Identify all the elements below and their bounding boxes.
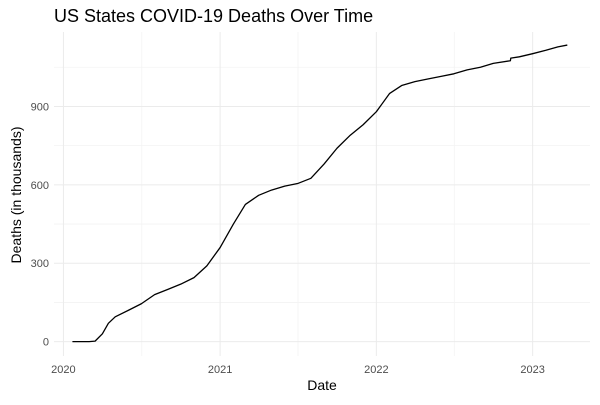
y-axis-title: Deaths (in thousands): [8, 127, 24, 264]
x-axis-title: Date: [307, 377, 337, 393]
y-tick-label: 900: [31, 101, 49, 113]
y-tick-label: 600: [31, 180, 49, 192]
y-tick-label: 300: [31, 258, 49, 270]
x-tick-label: 2023: [520, 364, 544, 376]
deaths-series-line: [72, 44, 568, 343]
x-axis-ticks: 2020 2021 2022 2023: [51, 364, 545, 376]
x-tick-label: 2020: [51, 364, 75, 376]
y-axis-ticks: 0 300 600 900: [31, 101, 49, 348]
y-tick-label: 0: [43, 337, 49, 349]
chart-title: US States COVID-19 Deaths Over Time: [54, 6, 373, 26]
x-tick-label: 2022: [364, 364, 388, 376]
grid: [54, 32, 590, 356]
x-tick-label: 2021: [208, 364, 232, 376]
